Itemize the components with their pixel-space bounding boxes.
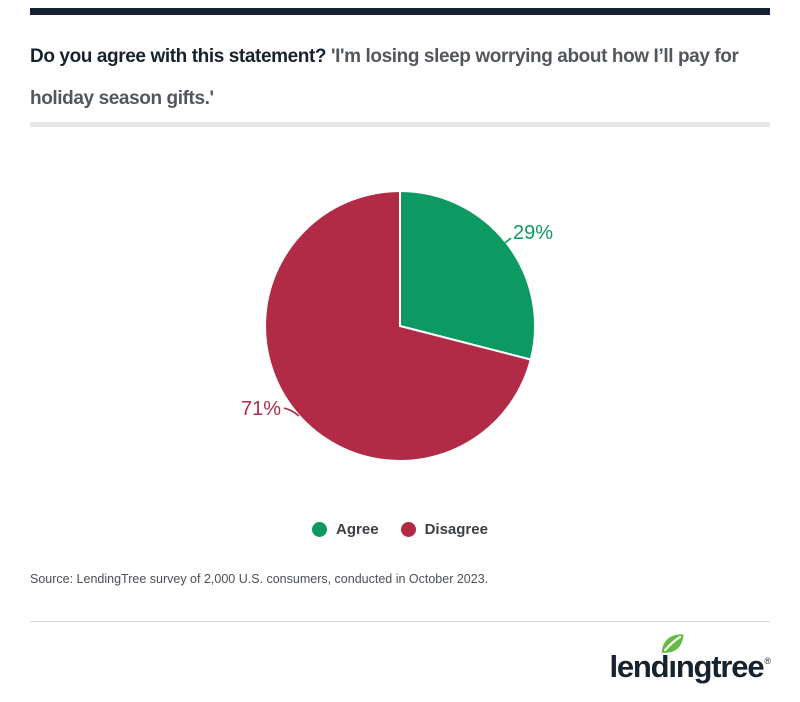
pie-slice-disagree bbox=[264, 189, 533, 462]
logo-text-part: lend bbox=[609, 649, 669, 684]
legend-label: Disagree bbox=[424, 520, 488, 538]
logo-i-with-leaf: ı bbox=[662, 634, 684, 684]
pie-chart: 29% 71% bbox=[241, 189, 553, 462]
lendingtree-logo: lend ıngtree® bbox=[609, 634, 771, 691]
source-note: Source: LendingTree survey of 2,000 U.S.… bbox=[30, 572, 489, 586]
legend-label: Agree bbox=[336, 520, 379, 538]
legend-item-agree: Agree bbox=[312, 521, 379, 538]
slice-leader-line bbox=[499, 237, 512, 248]
logo-text-part: ngtree bbox=[675, 649, 765, 684]
title-quote: 'I'm losing sleep worrying about how I’l… bbox=[30, 46, 739, 109]
legend-swatch bbox=[400, 521, 416, 537]
legend: Agree Disagree bbox=[0, 514, 800, 544]
slice-value-label: 71% bbox=[241, 398, 281, 420]
registered-trademark: ® bbox=[764, 656, 771, 666]
title-divider bbox=[30, 122, 770, 127]
pie-slice-agree bbox=[399, 189, 536, 361]
slice-value-label: 29% bbox=[513, 222, 553, 244]
legend-item-disagree: Disagree bbox=[400, 520, 488, 538]
legend-swatch bbox=[312, 521, 328, 537]
footer-divider bbox=[30, 621, 770, 622]
leaf-icon bbox=[662, 634, 684, 653]
chart-title: Do you agree with this statement? 'I'm l… bbox=[30, 36, 775, 120]
accent-bar bbox=[30, 8, 770, 15]
slice-leader-line bbox=[283, 407, 300, 417]
logo-text-part: ı bbox=[668, 649, 677, 684]
title-question: Do you agree with this statement? bbox=[30, 46, 327, 67]
